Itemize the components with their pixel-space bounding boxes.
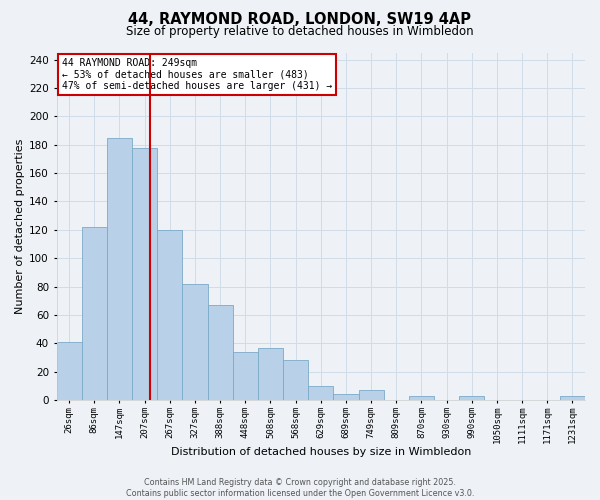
Text: 44 RAYMOND ROAD: 249sqm
← 53% of detached houses are smaller (483)
47% of semi-d: 44 RAYMOND ROAD: 249sqm ← 53% of detache… — [62, 58, 332, 91]
X-axis label: Distribution of detached houses by size in Wimbledon: Distribution of detached houses by size … — [170, 448, 471, 458]
Text: Size of property relative to detached houses in Wimbledon: Size of property relative to detached ho… — [126, 25, 474, 38]
Bar — [208, 305, 233, 400]
Bar — [560, 396, 585, 400]
Bar — [258, 348, 283, 400]
Bar — [157, 230, 182, 400]
Bar — [334, 394, 359, 400]
Bar — [409, 396, 434, 400]
Bar — [308, 386, 334, 400]
Bar — [359, 390, 383, 400]
Bar — [107, 138, 132, 400]
Bar — [283, 360, 308, 400]
Bar — [182, 284, 208, 400]
Y-axis label: Number of detached properties: Number of detached properties — [15, 138, 25, 314]
Bar — [459, 396, 484, 400]
Bar — [56, 342, 82, 400]
Bar — [132, 148, 157, 400]
Text: 44, RAYMOND ROAD, LONDON, SW19 4AP: 44, RAYMOND ROAD, LONDON, SW19 4AP — [128, 12, 472, 28]
Text: Contains HM Land Registry data © Crown copyright and database right 2025.
Contai: Contains HM Land Registry data © Crown c… — [126, 478, 474, 498]
Bar — [233, 352, 258, 400]
Bar — [82, 227, 107, 400]
